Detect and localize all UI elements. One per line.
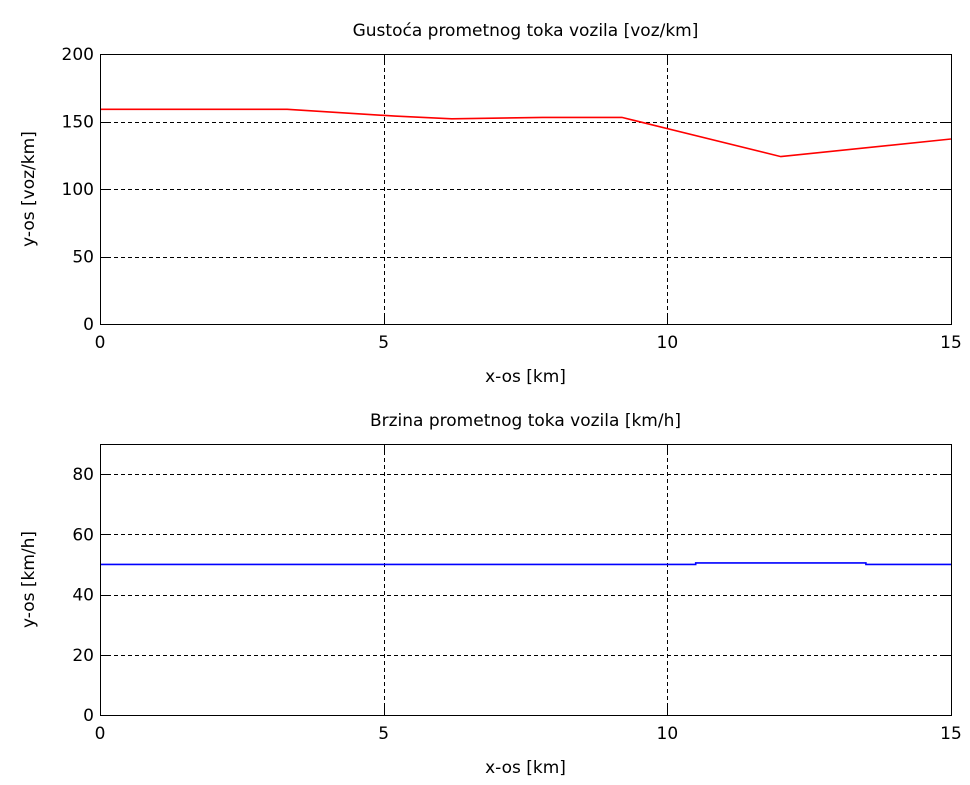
y-tick-label: 150 [62, 113, 94, 133]
x-tick-label: 5 [378, 724, 389, 744]
x-tick-label: 0 [95, 333, 106, 353]
x-tick-label: 0 [95, 724, 106, 744]
y-tick-label: 200 [62, 45, 94, 65]
x-axis-label: x-os [km] [485, 758, 566, 778]
speed-subplot: 0 5 10 15 0 20 40 60 80 Brzina prometnog toka voz… [19, 411, 962, 778]
y-tick-label: 40 [72, 586, 94, 606]
plot-area [100, 444, 951, 715]
y-axis-label: y-os [km/h] [19, 531, 39, 628]
y-tick-label: 20 [72, 646, 94, 666]
x-tick-label: 10 [657, 333, 679, 353]
y-tick-label: 0 [83, 706, 94, 726]
data-line [100, 562, 951, 566]
x-axis-label: x-os [km] [485, 367, 566, 387]
axes-frame [100, 54, 952, 325]
plot-title: Gustoća prometnog toka vozila [voz/km] [353, 21, 699, 41]
y-tick-label: 80 [72, 465, 94, 485]
y-tick-label: 0 [83, 315, 94, 335]
y-tick-label: 100 [62, 180, 94, 200]
x-tick-label: 10 [657, 724, 679, 744]
y-axis-label: y-os [voz/km] [19, 131, 39, 247]
x-tick-label: 15 [940, 333, 962, 353]
x-tick-label: 15 [940, 724, 962, 744]
y-tick-label: 60 [72, 525, 94, 545]
data-line [100, 108, 952, 158]
axes-frame [100, 444, 952, 716]
y-tick-label: 50 [72, 248, 94, 268]
plot-title: Brzina prometnog toka vozila [km/h] [370, 411, 681, 431]
x-tick-label: 5 [378, 333, 389, 353]
